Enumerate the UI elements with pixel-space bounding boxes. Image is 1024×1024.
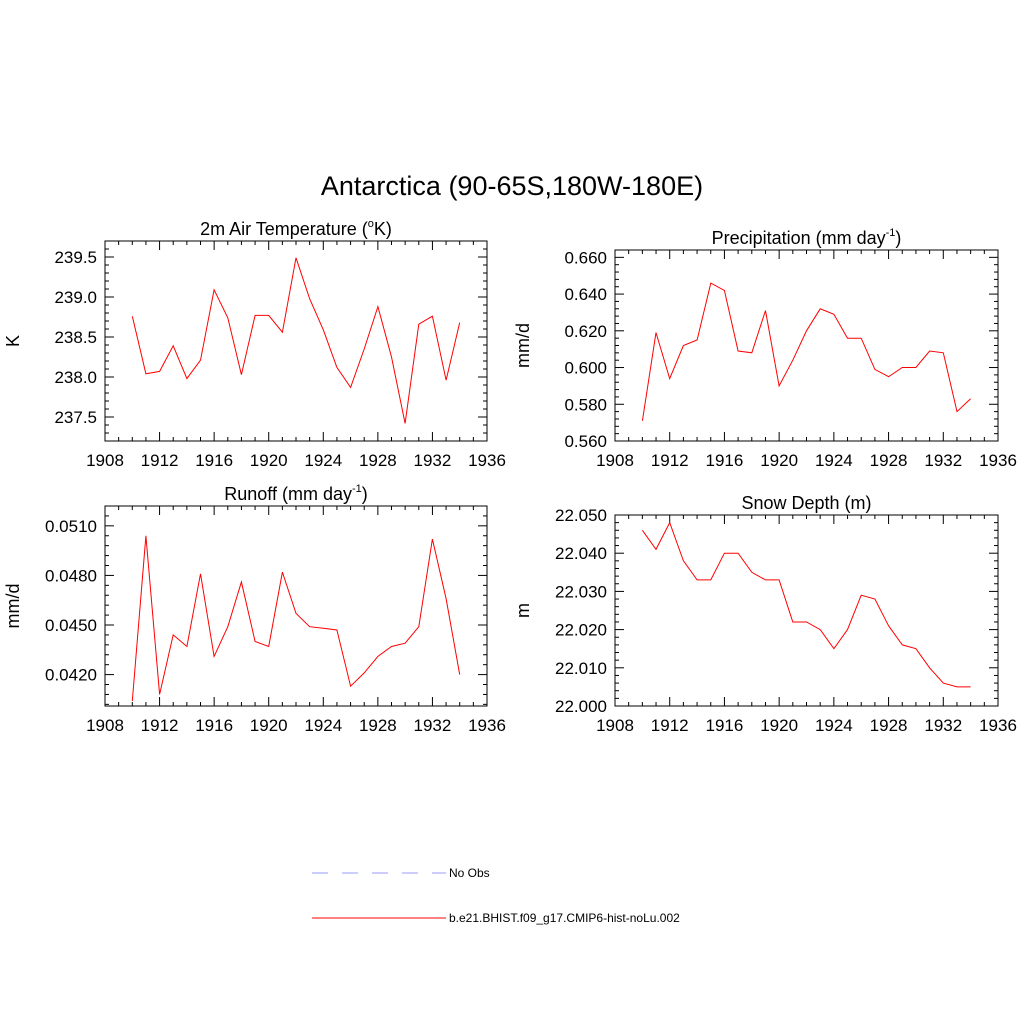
series-line <box>131 535 461 702</box>
y-tick-label: 0.580 <box>564 395 607 414</box>
y-tick-label: 0.640 <box>564 285 607 304</box>
panel-title: Snow Depth (m) <box>741 493 871 513</box>
x-tick-label: 1924 <box>815 716 853 735</box>
x-tick-label: 1920 <box>250 451 288 470</box>
x-tick-label: 1928 <box>359 451 397 470</box>
y-tick-label: 0.600 <box>564 359 607 378</box>
x-tick-label: 1908 <box>86 451 124 470</box>
x-tick-label: 1912 <box>141 451 179 470</box>
x-tick-label: 1928 <box>870 716 908 735</box>
panel-title-tail: ) <box>895 228 901 248</box>
x-tick-label: 1912 <box>141 716 179 735</box>
y-tick-label: 0.660 <box>564 248 607 267</box>
x-tick-label: 1928 <box>870 451 908 470</box>
legend-label-2: b.e21.BHIST.f09_g17.CMIP6-hist-noLu.002 <box>449 911 680 925</box>
plot-frame <box>614 249 999 442</box>
x-tick-label: 1920 <box>760 451 798 470</box>
y-axis-label: m <box>513 603 533 618</box>
y-tick-label: 22.000 <box>555 697 607 716</box>
plot-frame <box>104 505 488 707</box>
panels: 2m Air Temperature (oK) K 1908 1912 1916 1920… <box>3 218 1017 735</box>
x-tick-label: 1924 <box>815 451 853 470</box>
y-tick-label: 237.5 <box>54 408 97 427</box>
y-tick-label: 238.0 <box>54 368 97 387</box>
figure-title: Antarctica (90-65S,180W-180E) <box>321 171 703 201</box>
series-line <box>641 521 971 688</box>
y-tick-label: 0.0480 <box>45 566 97 585</box>
x-tick-label: 1932 <box>924 451 962 470</box>
legend: No Obs b.e21.BHIST.f09_g17.CMIP6-hist-noL… <box>312 866 680 925</box>
panel-title: Runoff (mm day-1) <box>224 483 368 504</box>
x-tick-label: 1908 <box>86 716 124 735</box>
x-tick-label: 1936 <box>468 716 506 735</box>
panel-title-main: Runoff (mm day <box>224 484 352 504</box>
x-tick-label: 1936 <box>979 716 1017 735</box>
x-tick-label: 1920 <box>250 716 288 735</box>
x-tick-label: 1924 <box>304 451 342 470</box>
y-axis-label: mm/d <box>3 584 23 629</box>
x-tick-label: 1908 <box>596 716 634 735</box>
x-tick-label: 1916 <box>195 451 233 470</box>
x-tick-label: 1924 <box>304 716 342 735</box>
legend-label-1: No Obs <box>449 866 490 880</box>
x-tick-label: 1908 <box>596 451 634 470</box>
y-tick-label: 0.0420 <box>45 666 97 685</box>
y-tick-label: 22.050 <box>555 506 607 525</box>
panel-1: 2m Air Temperature (oK) K 1908 1912 1916 1920… <box>3 218 506 470</box>
panel-title-main: 2m Air Temperature ( <box>200 219 368 239</box>
y-axis-label: K <box>3 335 23 347</box>
x-tick-label: 1936 <box>979 451 1017 470</box>
y-tick-label: 22.030 <box>555 582 607 601</box>
panel-2: Precipitation (mm day-1) mm/d 1908 1912 1916… <box>513 227 1017 470</box>
plot-frame <box>614 514 999 707</box>
x-tick-label: 1912 <box>651 451 689 470</box>
x-tick-label: 1916 <box>195 716 233 735</box>
panel-title-sup: -1 <box>352 483 362 495</box>
y-tick-label: 238.5 <box>54 328 97 347</box>
x-tick-label: 1936 <box>468 451 506 470</box>
panel-4: Snow Depth (m) m 1908 1912 1916 1920 1924 1928 1… <box>513 493 1017 735</box>
x-tick-label: 1928 <box>359 716 397 735</box>
panel-title: Precipitation (mm day-1) <box>712 227 902 248</box>
panel-3: Runoff (mm day-1) mm/d 1908 1912 1916 1920 192… <box>3 483 506 735</box>
panel-title-sup: -1 <box>886 227 896 239</box>
panel-title: 2m Air Temperature (oK) <box>200 218 392 239</box>
series-line <box>641 282 971 421</box>
y-tick-label: 239.0 <box>54 288 97 307</box>
panel-title-main: Precipitation (mm day <box>712 228 886 248</box>
x-tick-label: 1932 <box>414 451 452 470</box>
x-tick-label: 1916 <box>706 716 744 735</box>
y-tick-label: 0.0510 <box>45 517 97 536</box>
x-tick-label: 1920 <box>760 716 798 735</box>
y-tick-label: 0.560 <box>564 432 607 451</box>
x-tick-label: 1912 <box>651 716 689 735</box>
y-tick-label: 0.0450 <box>45 616 97 635</box>
panel-title-main: Snow Depth (m) <box>741 493 871 513</box>
y-tick-label: 22.020 <box>555 621 607 640</box>
x-tick-label: 1932 <box>414 716 452 735</box>
y-axis-label: mm/d <box>513 323 533 368</box>
x-tick-label: 1932 <box>924 716 962 735</box>
y-tick-label: 239.5 <box>54 248 97 267</box>
y-tick-label: 22.040 <box>555 544 607 563</box>
x-tick-label: 1916 <box>706 451 744 470</box>
panel-title-tail: K) <box>374 219 392 239</box>
panel-title-sup: o <box>368 218 374 230</box>
plot-frame <box>104 240 488 442</box>
y-tick-label: 0.620 <box>564 322 607 341</box>
y-tick-label: 22.010 <box>555 659 607 678</box>
series-line <box>131 257 461 424</box>
panel-title-tail: ) <box>362 484 368 504</box>
